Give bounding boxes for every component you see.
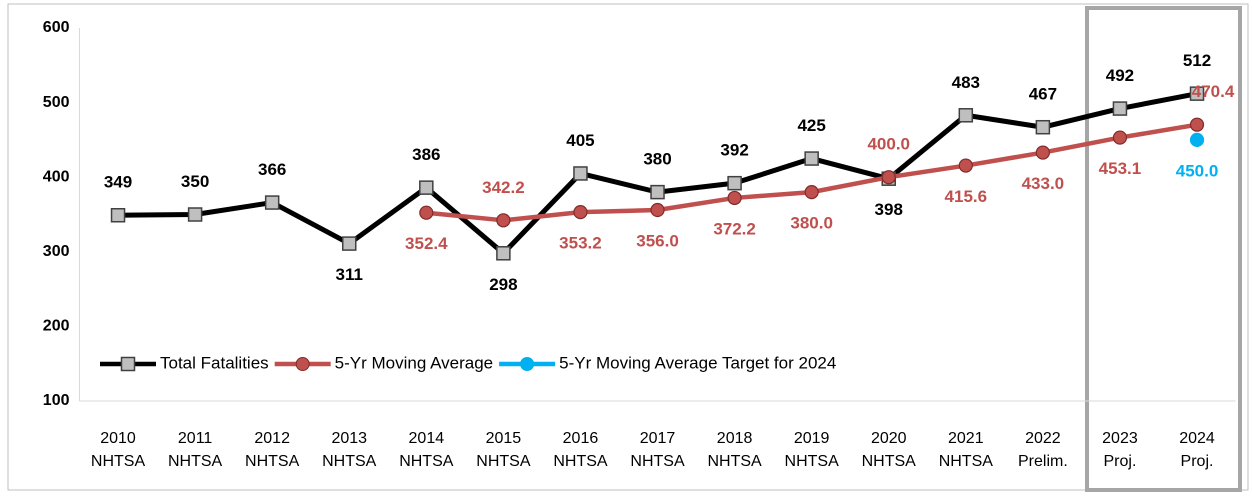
x-tick-label: 2024 — [1179, 430, 1215, 447]
data-label: 483 — [952, 73, 980, 92]
marker — [1035, 119, 1051, 135]
marker — [1189, 117, 1205, 132]
legend-label: 5-Yr Moving Average — [335, 353, 493, 372]
marker — [804, 185, 819, 200]
data-label: 342.2 — [482, 178, 525, 197]
projection-box — [1085, 6, 1242, 492]
x-tick-label: 2010 — [100, 430, 136, 447]
y-tick-label: 100 — [43, 392, 70, 409]
x-tick-label: NHTSA — [553, 453, 608, 470]
x-tick-label: 2019 — [794, 430, 830, 447]
y-tick-label: 300 — [43, 243, 70, 260]
data-label: 386 — [412, 145, 440, 164]
data-label: 350 — [181, 172, 209, 191]
marker — [1035, 145, 1050, 160]
data-label: 349 — [104, 173, 132, 192]
x-tick-label: Prelim. — [1018, 453, 1068, 470]
marker — [650, 202, 665, 218]
data-label: 392 — [720, 141, 748, 160]
x-tick-label: 2016 — [563, 430, 599, 447]
x-tick-label: 2021 — [948, 430, 984, 447]
marker — [1189, 132, 1205, 147]
marker — [958, 158, 973, 173]
x-tick-label: NHTSA — [91, 453, 146, 470]
marker — [727, 175, 742, 191]
x-tick-label: 2017 — [640, 430, 676, 447]
x-tick-label: NHTSA — [630, 453, 685, 470]
data-label: 400.0 — [867, 135, 910, 154]
marker — [1112, 101, 1128, 116]
y-tick-label: 600 — [43, 19, 70, 36]
marker — [419, 205, 434, 220]
data-label: 425 — [797, 116, 825, 135]
x-tick-label: 2012 — [254, 430, 290, 447]
x-tick-label: NHTSA — [785, 453, 840, 470]
marker — [341, 236, 357, 251]
data-label: 453.1 — [1099, 159, 1142, 178]
marker — [496, 213, 511, 228]
marker — [804, 151, 819, 166]
x-tick-label: 2015 — [486, 430, 522, 447]
x-tick-label: NHTSA — [862, 453, 917, 470]
marker — [727, 190, 742, 206]
marker — [496, 246, 511, 261]
y-tick-label: 500 — [43, 94, 70, 111]
data-label: 298 — [489, 275, 517, 294]
data-label: 512 — [1183, 51, 1211, 70]
marker — [573, 205, 588, 220]
data-label: 492 — [1106, 66, 1134, 85]
legend-label: 5-Yr Moving Average Target for 2024 — [559, 353, 836, 372]
data-label: 372.2 — [713, 219, 756, 238]
x-tick-label: NHTSA — [939, 453, 994, 470]
x-tick-label: NHTSA — [476, 453, 531, 470]
x-tick-label: NHTSA — [322, 453, 377, 470]
x-tick-label: 2011 — [178, 430, 213, 447]
marker — [110, 207, 126, 223]
marker — [419, 180, 434, 195]
data-label: 433.0 — [1022, 174, 1065, 193]
x-tick-label: Proj. — [1103, 453, 1136, 470]
data-label: 353.2 — [559, 234, 602, 253]
x-tick-label: 2014 — [409, 430, 445, 447]
data-label: 470.4 — [1192, 82, 1235, 101]
legend-marker — [520, 357, 535, 371]
legend-marker — [120, 356, 136, 372]
x-tick-label: 2023 — [1102, 430, 1138, 447]
data-label: 380.0 — [790, 214, 833, 233]
marker — [958, 108, 974, 123]
x-tick-label: NHTSA — [399, 453, 454, 470]
data-label: 380 — [643, 150, 671, 169]
marker — [1112, 130, 1128, 145]
marker — [881, 170, 896, 185]
data-label: 356.0 — [636, 232, 679, 251]
x-tick-label: 2018 — [717, 430, 753, 447]
y-tick-label: 200 — [43, 318, 70, 335]
marker — [1189, 86, 1205, 101]
marker — [187, 207, 203, 222]
data-label: 398 — [875, 200, 903, 219]
x-tick-label: Proj. — [1181, 453, 1214, 470]
data-label: 352.4 — [405, 234, 448, 253]
marker — [573, 166, 588, 181]
x-tick-label: 2020 — [871, 430, 907, 447]
data-label: 450.0 — [1176, 161, 1219, 180]
x-tick-label: NHTSA — [707, 453, 762, 470]
x-tick-label: 2022 — [1025, 430, 1061, 447]
data-label: 366 — [258, 160, 286, 179]
data-label: 311 — [336, 265, 363, 284]
data-label: 405 — [566, 131, 594, 150]
chart-border — [7, 3, 1249, 491]
data-label: 415.6 — [945, 187, 988, 206]
x-tick-label: NHTSA — [168, 453, 223, 470]
legend-label: Total Fatalities — [160, 353, 269, 372]
legend-marker — [295, 357, 310, 371]
x-tick-label: NHTSA — [245, 453, 300, 470]
marker — [650, 184, 665, 200]
data-label: 467 — [1029, 85, 1057, 104]
marker — [264, 195, 280, 210]
x-tick-label: 2013 — [331, 430, 367, 447]
y-tick-label: 400 — [43, 168, 70, 185]
